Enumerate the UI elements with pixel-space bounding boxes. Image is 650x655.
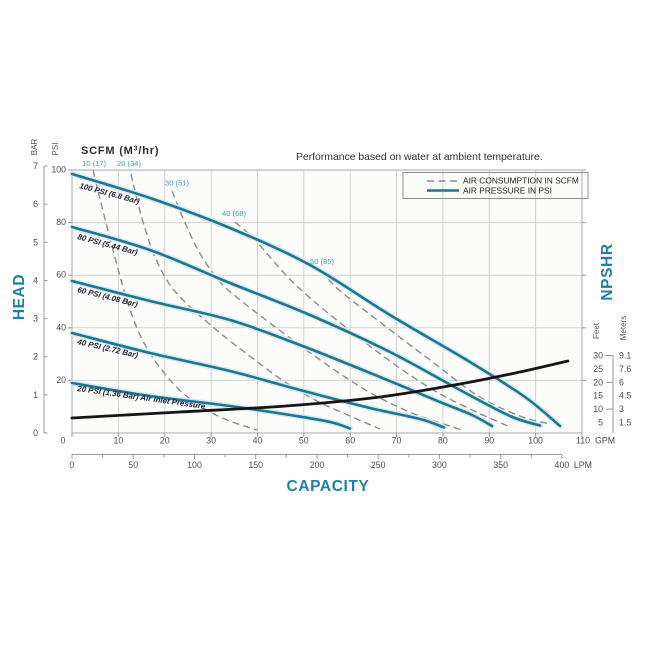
svg-text:6: 6 [33, 199, 38, 209]
svg-text:100: 100 [528, 436, 543, 446]
svg-text:60: 60 [56, 270, 66, 280]
svg-text:30 (51): 30 (51) [165, 179, 190, 188]
svg-text:150: 150 [248, 460, 263, 470]
svg-text:25: 25 [593, 364, 603, 374]
svg-text:CAPACITY: CAPACITY [287, 478, 370, 495]
svg-text:3: 3 [33, 314, 38, 324]
svg-text:PSI: PSI [51, 143, 60, 156]
svg-text:40: 40 [253, 436, 263, 446]
svg-text:15: 15 [593, 391, 603, 401]
svg-text:80: 80 [438, 436, 448, 446]
svg-text:400: 400 [555, 460, 570, 470]
svg-text:50: 50 [128, 460, 138, 470]
svg-text:100: 100 [187, 460, 202, 470]
svg-text:40: 40 [56, 322, 66, 332]
svg-text:Performance based on water at: Performance based on water at ambient te… [296, 152, 543, 163]
svg-text:6: 6 [619, 377, 624, 387]
svg-text:AIR PRESSURE IN PSI: AIR PRESSURE IN PSI [463, 186, 552, 196]
svg-text:LPM: LPM [574, 460, 592, 470]
svg-text:5: 5 [33, 237, 38, 247]
svg-text:4: 4 [33, 276, 38, 286]
svg-text:5: 5 [598, 418, 603, 428]
svg-text:20: 20 [160, 436, 170, 446]
svg-text:70: 70 [392, 436, 402, 446]
svg-text:10: 10 [593, 404, 603, 414]
svg-text:80: 80 [56, 217, 66, 227]
svg-text:HEAD: HEAD [11, 274, 28, 320]
svg-text:60: 60 [345, 436, 355, 446]
svg-text:2: 2 [33, 352, 38, 362]
svg-text:SCFM (M3/hr): SCFM (M3/hr) [81, 145, 159, 157]
svg-text:NPSHR: NPSHR [599, 243, 616, 300]
svg-text:3: 3 [619, 404, 624, 414]
svg-text:4.5: 4.5 [619, 391, 631, 401]
svg-text:10 (17): 10 (17) [82, 159, 107, 168]
svg-text:Meters: Meters [619, 316, 628, 340]
svg-text:20: 20 [593, 377, 603, 387]
svg-text:AIR CONSUMPTION IN SCFM: AIR CONSUMPTION IN SCFM [463, 176, 579, 186]
svg-text:30: 30 [206, 436, 216, 446]
svg-text:BAR: BAR [30, 139, 39, 156]
svg-text:0: 0 [33, 428, 38, 438]
svg-text:9.1: 9.1 [619, 351, 631, 361]
svg-text:110: 110 [576, 436, 590, 446]
svg-text:7: 7 [33, 161, 38, 171]
svg-text:200: 200 [310, 460, 325, 470]
svg-text:350: 350 [493, 460, 508, 470]
svg-text:0: 0 [70, 460, 75, 470]
svg-text:30: 30 [593, 351, 603, 361]
svg-text:50 (85): 50 (85) [310, 257, 335, 266]
svg-text:10: 10 [114, 436, 124, 446]
svg-text:0: 0 [61, 436, 66, 446]
svg-text:GPM: GPM [595, 436, 615, 446]
svg-text:90: 90 [484, 436, 494, 446]
svg-text:300: 300 [432, 460, 447, 470]
svg-text:20 (34): 20 (34) [117, 159, 142, 168]
svg-text:1.5: 1.5 [619, 418, 631, 428]
svg-text:100: 100 [51, 165, 66, 175]
svg-text:Feet: Feet [592, 322, 601, 339]
svg-text:20: 20 [56, 375, 66, 385]
svg-text:1: 1 [33, 390, 38, 400]
svg-text:250: 250 [371, 460, 386, 470]
svg-text:50: 50 [299, 436, 309, 446]
svg-text:40 (68): 40 (68) [222, 209, 247, 218]
svg-text:7.6: 7.6 [619, 364, 631, 374]
